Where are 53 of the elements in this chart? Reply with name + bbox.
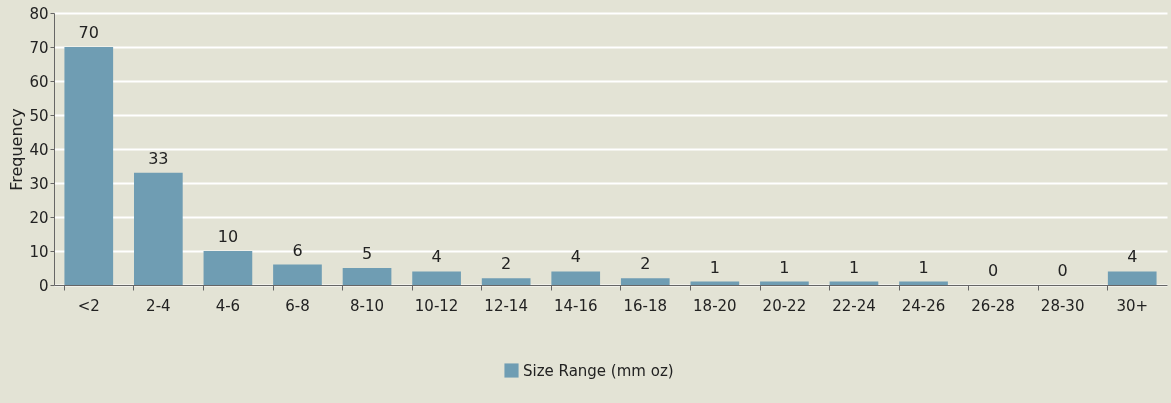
y-tick-label: 80 [29,4,49,23]
x-tick-label: 20-22 [762,296,807,315]
data-label: 1 [918,257,929,277]
bar [342,268,392,285]
bar [203,251,253,285]
y-tick-label: 10 [29,242,49,261]
bar [412,271,461,285]
data-label: 4 [570,247,581,267]
data-label: 0 [1057,261,1068,280]
data-label: 10 [217,227,239,246]
data-label: 5 [361,244,373,263]
x-tick-label: 4-6 [215,296,241,315]
data-label: 6 [292,240,303,260]
x-tick-label: 26-28 [971,296,1015,315]
x-tick-label: 8-10 [350,296,385,315]
bar [1107,271,1157,285]
data-label: 1 [848,257,860,277]
x-tick-label: 2-4 [146,296,171,315]
legend-label: Size Range (mm oz) [523,361,674,380]
y-tick-label: 60 [29,72,49,91]
y-tick-label: 50 [29,106,49,125]
data-label: 1 [709,257,720,277]
bar [134,172,183,285]
x-tick-label: 10-12 [414,296,459,315]
x-tick-label: 16-18 [623,296,668,315]
data-label: 0 [988,261,999,280]
x-tick-label: 14-16 [553,296,598,315]
bar [481,278,531,285]
data-label: 70 [78,23,99,42]
x-tick-label: 24-26 [901,296,946,315]
data-label: 2 [501,254,512,274]
data-label: 4 [431,247,442,267]
x-tick-label: 30+ [1116,296,1149,315]
x-tick-label: 22-24 [832,296,876,315]
y-tick-label: 20 [29,208,49,227]
y-axis-title: Frequency [7,108,27,191]
x-tick-label: 6-8 [285,296,310,315]
bar [273,264,322,285]
x-tick-label: 18-20 [693,296,737,315]
x-tick-label: 12-14 [484,296,528,315]
data-label: 33 [148,148,169,168]
data-label: 1 [779,257,790,277]
bar [620,278,670,285]
y-tick-label: 0 [38,276,49,295]
x-tick-label: <2 [77,296,100,315]
bar [64,47,114,285]
bar [551,271,601,285]
x-tick-label: 28-30 [1040,296,1085,315]
y-tick-label: 30 [29,174,49,193]
data-label: 2 [640,254,651,274]
y-tick-label: 40 [29,140,49,159]
y-tick-label: 70 [29,38,49,57]
data-label: 4 [1127,247,1138,267]
